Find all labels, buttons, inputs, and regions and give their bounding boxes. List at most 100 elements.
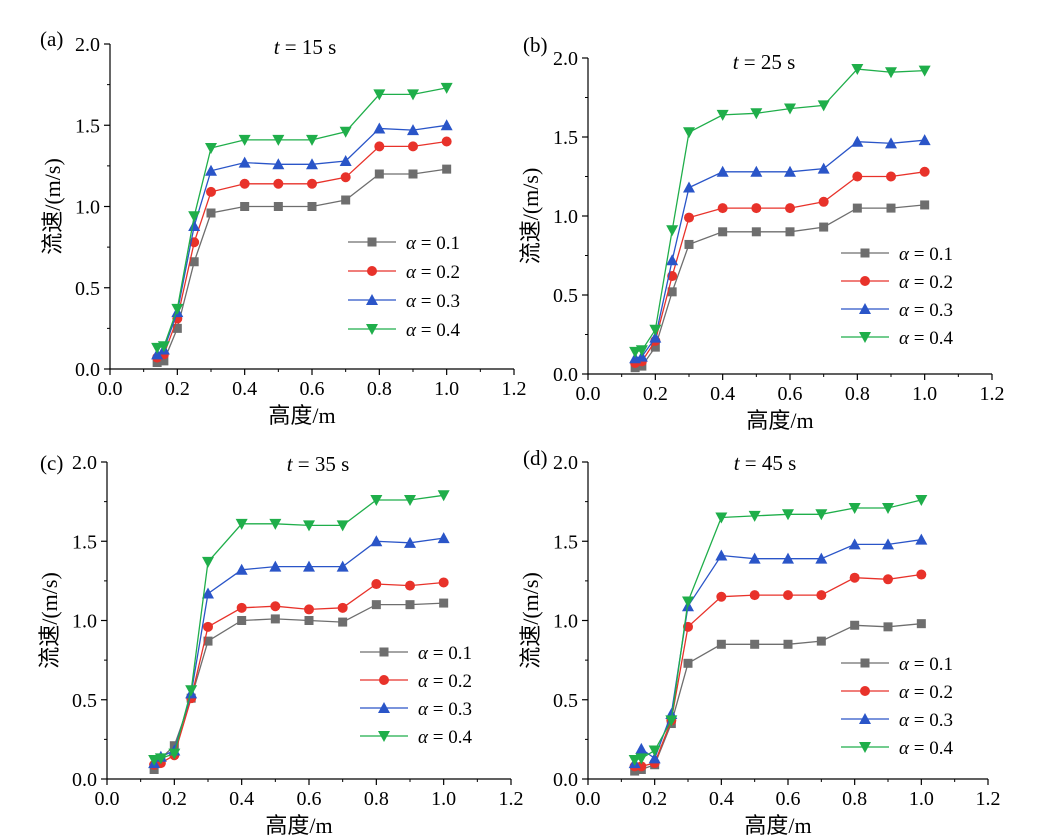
data-point [718, 227, 728, 237]
data-point [916, 569, 927, 580]
legend-swatch-marker [378, 731, 390, 742]
data-point [238, 156, 251, 168]
data-point [817, 100, 830, 112]
legend-label: α = 0.2 [418, 671, 472, 692]
x-axis-title: 高度/m [746, 408, 813, 433]
legend-label: α = 0.4 [899, 328, 953, 349]
data-point [885, 137, 897, 149]
data-point [151, 342, 164, 354]
data-point [206, 208, 216, 218]
panel-label: (d) [523, 446, 548, 470]
legend-label: α = 0.2 [406, 262, 460, 283]
data-point [188, 220, 201, 231]
x-tick-label: 0.2 [642, 788, 667, 810]
y-axis-title: 流速/(m/s) [518, 168, 543, 265]
data-point [404, 536, 416, 548]
data-point [373, 122, 386, 134]
y-tick-label: 2.0 [553, 48, 578, 70]
x-tick-label: 0.2 [165, 378, 190, 400]
legend-swatch-marker [367, 266, 377, 276]
data-point [886, 171, 896, 182]
data-point [374, 169, 384, 179]
x-tick-label: 0.6 [300, 378, 325, 400]
data-point [882, 502, 894, 514]
data-point [650, 342, 660, 352]
data-point [408, 141, 418, 152]
data-point [748, 552, 761, 564]
panel-label: (b) [523, 33, 548, 57]
legend-swatch-marker [379, 647, 389, 657]
data-point [915, 495, 928, 507]
data-point [236, 602, 247, 613]
x-tick-label: 0.0 [98, 378, 123, 400]
x-tick-label: 0.8 [842, 788, 867, 810]
chart-panel-4: 0.0 0.2 0.4 0.6 0.8 1.0 1.2 0.0 0.5 1.0 1.5 2.0 高度/m… [518, 446, 1001, 837]
data-point [203, 621, 213, 632]
data-point [851, 135, 864, 147]
x-tick-label: 0.0 [95, 788, 120, 810]
series-line-1 [153, 602, 444, 770]
data-point [817, 162, 830, 174]
data-point [717, 203, 728, 214]
legend-swatch-marker [859, 713, 871, 724]
legend-label: α = 0.2 [899, 682, 953, 703]
y-tick-label: 0.0 [72, 769, 97, 791]
series-line-4 [153, 494, 444, 761]
x-tick-label: 0.6 [297, 788, 322, 810]
data-point [304, 616, 314, 625]
data-point [370, 495, 383, 507]
data-point [665, 715, 678, 727]
data-point [886, 203, 896, 213]
data-point [371, 579, 382, 590]
y-tick-label: 2.0 [553, 452, 578, 474]
data-point [852, 203, 862, 213]
data-point [629, 346, 642, 358]
legend-label: α = 0.4 [418, 727, 472, 748]
series-line-3 [153, 537, 444, 764]
panel-label: (c) [40, 451, 63, 475]
data-point [408, 169, 418, 179]
x-tick-label: 0.6 [778, 383, 803, 405]
panel-label: (a) [40, 27, 63, 51]
data-point [336, 560, 349, 572]
data-point [171, 303, 184, 315]
data-point [240, 202, 250, 211]
data-point [437, 532, 450, 544]
data-point [915, 533, 928, 545]
data-point [304, 604, 314, 615]
data-point [682, 596, 694, 608]
data-point [748, 510, 761, 522]
time-label: t = 45 s [734, 451, 797, 475]
x-axis-title: 高度/m [265, 813, 332, 837]
data-point [716, 165, 729, 177]
data-point [440, 82, 453, 94]
data-point [374, 141, 385, 152]
data-point [235, 518, 248, 530]
y-tick-label: 0.0 [553, 769, 578, 791]
series-line-2 [153, 581, 444, 766]
x-tick-label: 0.6 [776, 788, 801, 810]
y-tick-label: 0.5 [72, 690, 97, 712]
data-point [716, 109, 729, 121]
y-tick-label: 1.5 [553, 127, 578, 149]
data-point [340, 172, 351, 183]
data-point [815, 509, 828, 521]
data-point [649, 324, 662, 336]
legend-label: α = 0.1 [406, 233, 460, 254]
y-tick-label: 0.0 [553, 364, 578, 386]
series-line-1 [634, 204, 925, 369]
data-point [272, 134, 285, 146]
x-tick-label: 0.0 [576, 788, 601, 810]
legend-swatch-marker [860, 686, 870, 696]
data-point [339, 126, 352, 138]
data-point [370, 535, 383, 547]
data-point [750, 165, 763, 177]
data-point [683, 127, 695, 139]
data-point [337, 602, 348, 613]
x-tick-label: 1.2 [976, 788, 1001, 810]
data-point [816, 636, 826, 646]
x-tick-label: 0.2 [643, 383, 668, 405]
x-tick-label: 1.2 [499, 788, 524, 810]
chart-panel-1: 0.0 0.2 0.4 0.6 0.8 1.0 1.2 0.0 0.5 1.0 1.5 2.0 高度/m… [40, 27, 527, 428]
data-point [882, 538, 894, 550]
